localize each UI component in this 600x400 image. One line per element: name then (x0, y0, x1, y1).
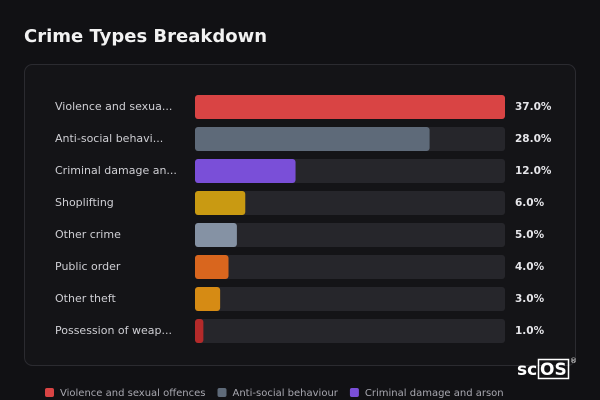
bar-track (195, 191, 505, 215)
category-label: Violence and sexua... (55, 100, 172, 113)
category-label: Criminal damage an... (55, 164, 177, 177)
value-label: 12.0% (515, 165, 552, 177)
logo-prefix: sc (517, 360, 537, 380)
legend-label: Anti-social behaviour (233, 388, 339, 399)
value-label: 6.0% (515, 197, 545, 209)
legend-label: Violence and sexual offences (60, 388, 206, 399)
value-label: 3.0% (515, 293, 545, 305)
bar (195, 127, 430, 151)
value-label: 37.0% (515, 101, 552, 113)
bar (195, 255, 229, 279)
category-label: Other crime (55, 228, 121, 241)
bar (195, 95, 505, 119)
value-label: 1.0% (515, 325, 545, 337)
logo-boxed: OS (540, 360, 567, 380)
legend-swatch (217, 388, 227, 397)
bar-track (195, 223, 505, 247)
legend-swatch (349, 388, 359, 397)
bar (195, 159, 296, 183)
chart-title: Crime Types Breakdown (24, 26, 267, 47)
value-label: 28.0% (515, 133, 552, 145)
value-label: 4.0% (515, 261, 545, 273)
logo-box (537, 358, 570, 380)
bar (195, 287, 221, 311)
bar-track (195, 287, 505, 311)
logo-mark: ® (570, 357, 577, 365)
legend-label: Criminal damage and arson (365, 388, 504, 399)
category-label: Public order (55, 260, 121, 273)
bar-track (195, 255, 505, 279)
category-label: Possession of weap... (55, 324, 172, 337)
category-label: Other theft (55, 292, 116, 305)
logo: sc OS ® (517, 357, 577, 380)
bar (195, 319, 204, 343)
bar (195, 191, 246, 215)
category-label: Shoplifting (55, 196, 114, 209)
bar (195, 223, 237, 247)
legend-swatch (45, 388, 54, 397)
category-label: Anti-social behavi... (55, 132, 163, 145)
bar-track (195, 319, 505, 343)
value-label: 5.0% (515, 229, 545, 241)
